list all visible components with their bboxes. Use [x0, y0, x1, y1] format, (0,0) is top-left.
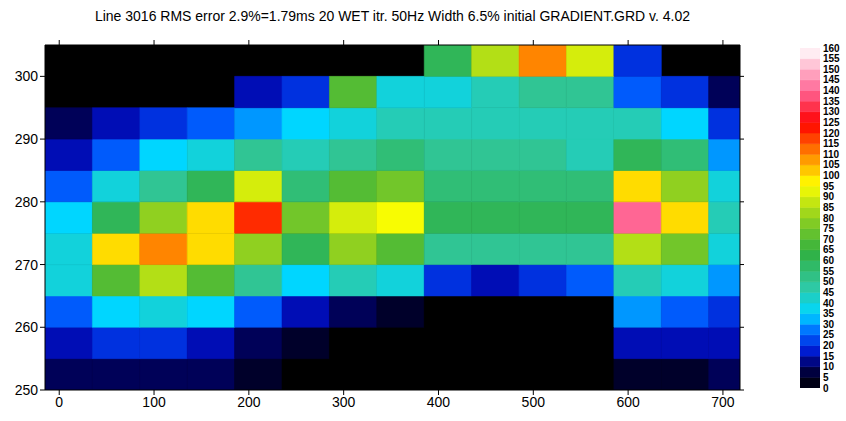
svg-text:260: 260 [15, 319, 39, 335]
svg-text:105: 105 [823, 159, 840, 170]
svg-text:35: 35 [823, 308, 835, 319]
svg-text:10: 10 [823, 361, 835, 372]
svg-text:145: 145 [823, 74, 840, 85]
svg-text:290: 290 [15, 131, 39, 147]
svg-text:80: 80 [823, 213, 835, 224]
svg-text:150: 150 [823, 64, 840, 75]
svg-text:280: 280 [15, 194, 39, 210]
svg-text:300: 300 [332, 394, 356, 410]
svg-text:20: 20 [823, 340, 835, 351]
svg-text:50: 50 [823, 276, 835, 287]
svg-text:155: 155 [823, 53, 840, 64]
svg-text:120: 120 [823, 128, 840, 139]
svg-text:60: 60 [823, 255, 835, 266]
svg-text:45: 45 [823, 287, 835, 298]
svg-text:700: 700 [711, 394, 735, 410]
svg-text:65: 65 [823, 244, 835, 255]
svg-text:100: 100 [142, 394, 166, 410]
svg-text:250: 250 [15, 382, 39, 398]
svg-text:25: 25 [823, 329, 835, 340]
svg-text:140: 140 [823, 85, 840, 96]
svg-text:110: 110 [823, 149, 840, 160]
svg-text:300: 300 [15, 68, 39, 84]
svg-text:600: 600 [616, 394, 640, 410]
svg-text:5: 5 [823, 372, 829, 383]
svg-text:125: 125 [823, 117, 840, 128]
svg-text:500: 500 [522, 394, 546, 410]
svg-text:0: 0 [823, 383, 829, 394]
svg-text:160: 160 [823, 43, 840, 54]
svg-text:40: 40 [823, 298, 835, 309]
svg-text:400: 400 [427, 394, 451, 410]
svg-text:15: 15 [823, 351, 835, 362]
svg-text:85: 85 [823, 202, 835, 213]
svg-text:200: 200 [237, 394, 261, 410]
svg-text:100: 100 [823, 170, 840, 181]
svg-text:75: 75 [823, 223, 835, 234]
svg-text:130: 130 [823, 106, 840, 117]
svg-text:70: 70 [823, 234, 835, 245]
svg-text:115: 115 [823, 138, 840, 149]
svg-text:55: 55 [823, 266, 835, 277]
svg-text:30: 30 [823, 319, 835, 330]
svg-text:95: 95 [823, 181, 835, 192]
svg-text:135: 135 [823, 96, 840, 107]
svg-text:90: 90 [823, 191, 835, 202]
html-text:Line 3016 RMS error 2.9%=1.79m: Line 3016 RMS error 2.9%=1.79ms 20 WET i… [94, 8, 690, 24]
svg-text:0: 0 [55, 394, 63, 410]
svg-text:270: 270 [15, 257, 39, 273]
